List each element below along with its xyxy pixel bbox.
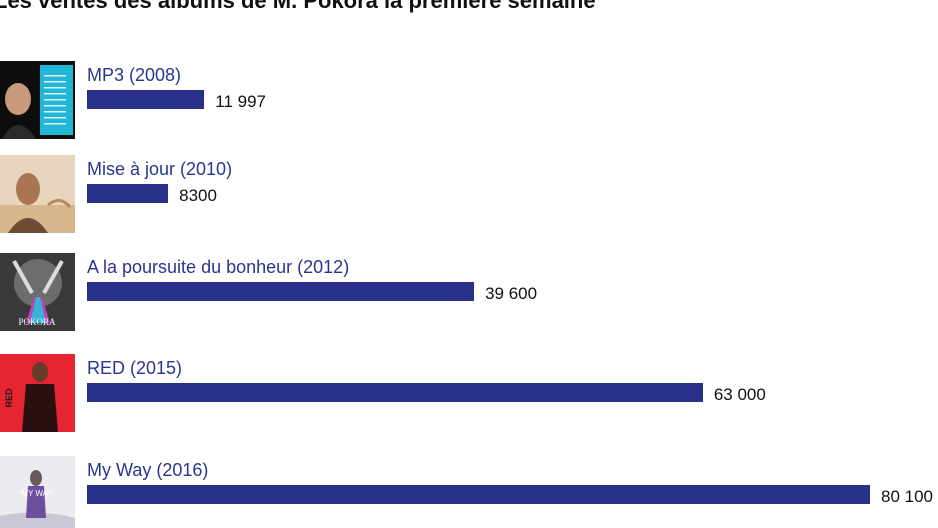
- category-label: RED (2015): [87, 358, 183, 378]
- bar: [87, 90, 205, 109]
- svg-text:MY WAY: MY WAY: [21, 489, 53, 498]
- category-label: MP3 (2008): [87, 65, 182, 85]
- svg-text:RED: RED: [4, 388, 14, 408]
- bar: [87, 485, 870, 504]
- value-label: 11 997: [215, 92, 266, 111]
- value-label: 80 100: [881, 487, 933, 506]
- chart-title: Les ventes des albums de M. Pokora la pr…: [0, 0, 596, 13]
- category-label: Mise à jour (2010): [87, 159, 233, 179]
- mise-a-jour-cover-icon: [0, 155, 75, 233]
- category-label: My Way (2016): [87, 460, 209, 480]
- bar: [87, 184, 169, 203]
- poursuite-bonheur-cover-icon: POKORA: [0, 253, 75, 331]
- my-way-cover-icon: MY WAY: [0, 456, 75, 528]
- bar: [87, 282, 475, 301]
- value-label: 63 000: [713, 385, 766, 404]
- svg-text:POKORA: POKORA: [18, 317, 56, 327]
- category-label: A la poursuite du bonheur (2012): [87, 257, 350, 277]
- red-cover-icon: RED: [0, 354, 75, 432]
- mp3-cover-icon: [0, 61, 75, 139]
- bar: [87, 383, 703, 402]
- value-label: 8300: [179, 186, 217, 205]
- value-label: 39 600: [485, 284, 538, 303]
